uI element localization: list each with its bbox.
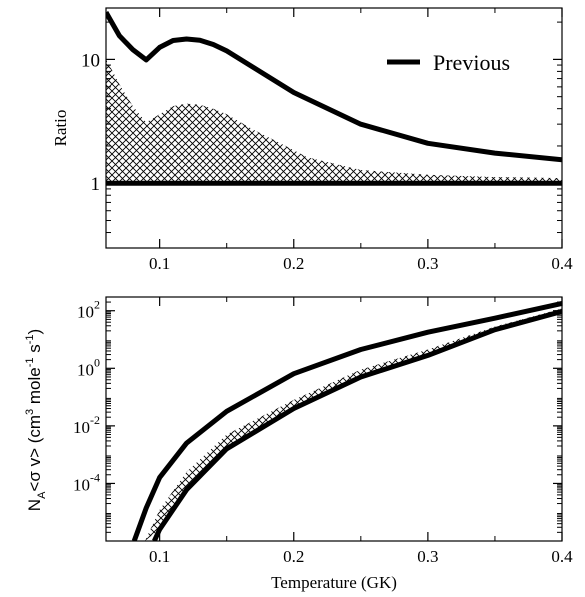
ratio-plot-area <box>106 11 562 186</box>
ratio-x-ticks: 0.1 0.2 0.3 0.4 <box>149 8 573 273</box>
x-axis-label: Temperature (GK) <box>271 573 397 592</box>
ratio-x-tick-label: 0.2 <box>283 254 304 273</box>
rate-series-1 <box>152 308 562 541</box>
ratio-y-tick-label: 1 <box>91 174 101 195</box>
ratio-y-ticks: 1 10 <box>81 21 562 249</box>
ratio-y-axis-label: Ratio <box>51 110 70 147</box>
rate-y-tick-label: 10-2 <box>73 413 100 437</box>
ratio-hatched-band-1 <box>106 59 562 184</box>
rate-y-axis-label: NA<σ v> (cm3 mole-1 s-1) <box>24 329 48 511</box>
rate-x-tick-label: 0.4 <box>551 547 573 566</box>
rate-y-ticks: 10-4 10-2 100 102 <box>73 298 562 533</box>
ratio-x-tick-label: 0.1 <box>149 254 170 273</box>
ratio-x-tick-label: 0.4 <box>551 254 573 273</box>
ratio-series-previous <box>106 11 562 163</box>
ratio-panel: 0.1 0.2 0.3 0.4 1 10 Ratio Previous <box>51 7 573 273</box>
ratio-panel-frame <box>105 7 563 249</box>
rate-x-tick-label: 0.2 <box>283 547 304 566</box>
rate-y-tick-label: 100 <box>77 355 100 379</box>
rate-panel-frame <box>105 296 563 542</box>
legend: Previous <box>387 50 510 75</box>
rate-x-ticks: 0.1 0.2 0.3 0.4 <box>149 297 573 566</box>
rate-x-tick-label: 0.1 <box>149 547 170 566</box>
rate-y-tick-label: 102 <box>77 298 100 322</box>
ratio-y-tick-label: 10 <box>81 50 100 71</box>
rate-series-0 <box>131 300 562 541</box>
rate-panel: 0.1 0.2 0.3 0.4 10-4 10-2 100 102 Temperature … <box>24 296 573 592</box>
rate-x-tick-label: 0.3 <box>417 547 438 566</box>
rate-y-tick-label: 10-4 <box>73 470 100 494</box>
legend-label-previous: Previous <box>433 50 510 75</box>
rate-plot-area <box>131 300 562 541</box>
ratio-x-tick-label: 0.3 <box>417 254 438 273</box>
